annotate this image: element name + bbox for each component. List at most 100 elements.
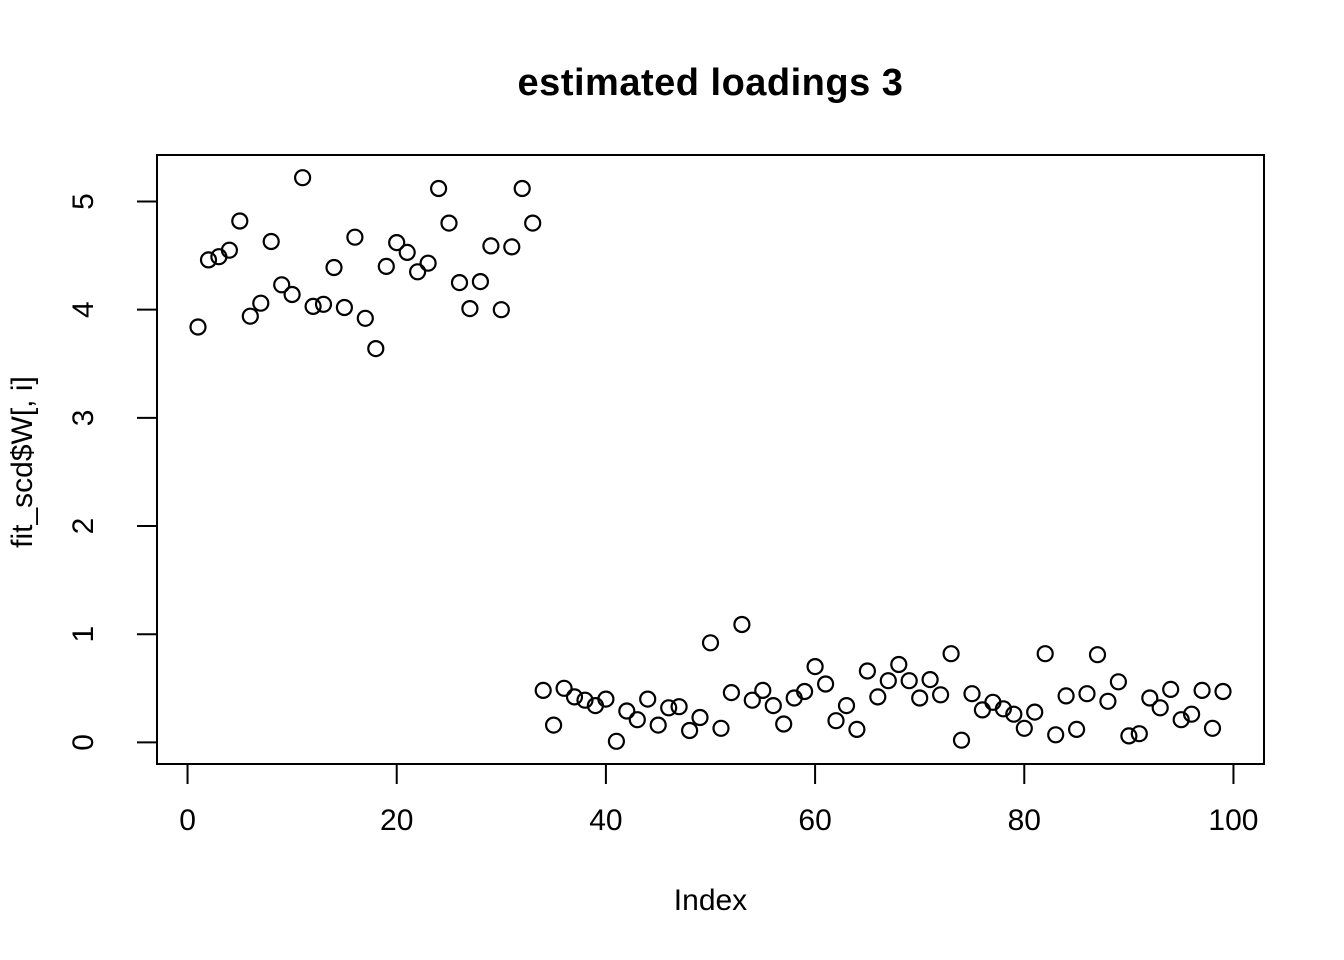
data-point xyxy=(314,295,333,313)
data-point xyxy=(304,297,322,315)
data-point xyxy=(1026,703,1044,721)
data-point xyxy=(1099,692,1117,710)
plot-box xyxy=(156,154,1265,765)
y-tick-label: 1 xyxy=(67,626,100,643)
data-point xyxy=(795,682,814,701)
data-point xyxy=(1182,705,1201,723)
data-point xyxy=(722,683,741,702)
x-tick-label: 20 xyxy=(380,804,413,837)
y-tick-label: 4 xyxy=(67,301,100,318)
data-point xyxy=(900,672,918,690)
data-point xyxy=(294,169,312,187)
data-point xyxy=(398,243,416,261)
data-point xyxy=(806,657,824,676)
data-point xyxy=(1088,646,1107,664)
data-point xyxy=(607,732,626,750)
data-point xyxy=(764,696,782,715)
data-point xyxy=(597,690,615,708)
data-point xyxy=(816,675,835,693)
data-point xyxy=(534,681,552,700)
data-point xyxy=(869,688,887,706)
data-point xyxy=(189,318,207,336)
data-point xyxy=(544,716,563,734)
data-point xyxy=(325,258,343,277)
data-point xyxy=(952,731,971,749)
data-point xyxy=(524,214,542,232)
data-point xyxy=(482,237,500,255)
data-point xyxy=(1214,682,1232,701)
data-point xyxy=(931,686,950,704)
data-point xyxy=(628,711,646,729)
data-point xyxy=(775,715,793,733)
data-point xyxy=(848,720,866,739)
data-point xyxy=(858,662,877,680)
data-point xyxy=(1162,680,1180,699)
data-point xyxy=(419,254,437,272)
data-point xyxy=(754,681,772,700)
data-point xyxy=(492,301,510,319)
x-tick-label: 0 xyxy=(179,804,196,837)
data-point xyxy=(388,234,406,252)
data-point xyxy=(1193,681,1211,700)
data-point xyxy=(576,691,594,709)
data-point xyxy=(1047,726,1065,744)
data-point xyxy=(670,698,688,716)
x-tick-label: 80 xyxy=(1008,804,1041,837)
data-point xyxy=(712,719,730,737)
data-point xyxy=(879,672,897,690)
data-point xyxy=(241,307,259,325)
data-point xyxy=(461,300,479,318)
data-point xyxy=(440,214,458,232)
data-point xyxy=(649,716,667,734)
y-tick-label: 3 xyxy=(67,410,100,427)
data-point xyxy=(356,309,374,327)
data-point xyxy=(911,689,929,707)
x-axis-label: Index xyxy=(673,884,748,917)
x-tick-label: 60 xyxy=(798,804,831,837)
data-point xyxy=(450,274,469,292)
data-point xyxy=(273,276,291,294)
x-tick-label: 100 xyxy=(1208,804,1258,837)
data-point xyxy=(262,232,280,251)
data-point xyxy=(1203,719,1222,737)
data-point xyxy=(1172,711,1190,729)
data-point xyxy=(409,263,427,281)
data-point xyxy=(377,257,395,275)
data-point xyxy=(1151,699,1169,717)
x-tick-label: 40 xyxy=(589,804,622,837)
data-point xyxy=(1141,689,1159,707)
data-point xyxy=(1005,705,1023,723)
data-point xyxy=(1130,725,1148,743)
data-point xyxy=(220,241,238,259)
data-point xyxy=(963,685,981,703)
data-point xyxy=(430,179,448,198)
data-point xyxy=(565,688,584,706)
data-point xyxy=(503,238,521,256)
data-point xyxy=(660,699,678,717)
data-point xyxy=(335,298,353,317)
data-point xyxy=(1078,685,1096,703)
data-point xyxy=(555,679,573,697)
data-point xyxy=(283,285,301,304)
data-point xyxy=(1067,720,1086,739)
data-point xyxy=(743,691,761,709)
data-point xyxy=(471,273,489,291)
data-point xyxy=(1015,719,1033,737)
data-point xyxy=(942,645,960,663)
data-point xyxy=(733,615,751,634)
data-point xyxy=(346,228,364,246)
y-axis-label: fit_scd$W[, i] xyxy=(6,376,39,548)
data-point xyxy=(199,251,218,269)
data-point xyxy=(252,294,270,312)
data-point xyxy=(513,179,531,198)
data-point xyxy=(994,700,1013,718)
data-point xyxy=(701,634,720,652)
data-point xyxy=(639,690,657,708)
data-point xyxy=(890,655,908,674)
data-point xyxy=(231,212,249,230)
data-point xyxy=(691,708,709,727)
data-point xyxy=(921,670,939,689)
y-tick-label: 5 xyxy=(67,193,100,210)
data-point xyxy=(1036,645,1054,663)
